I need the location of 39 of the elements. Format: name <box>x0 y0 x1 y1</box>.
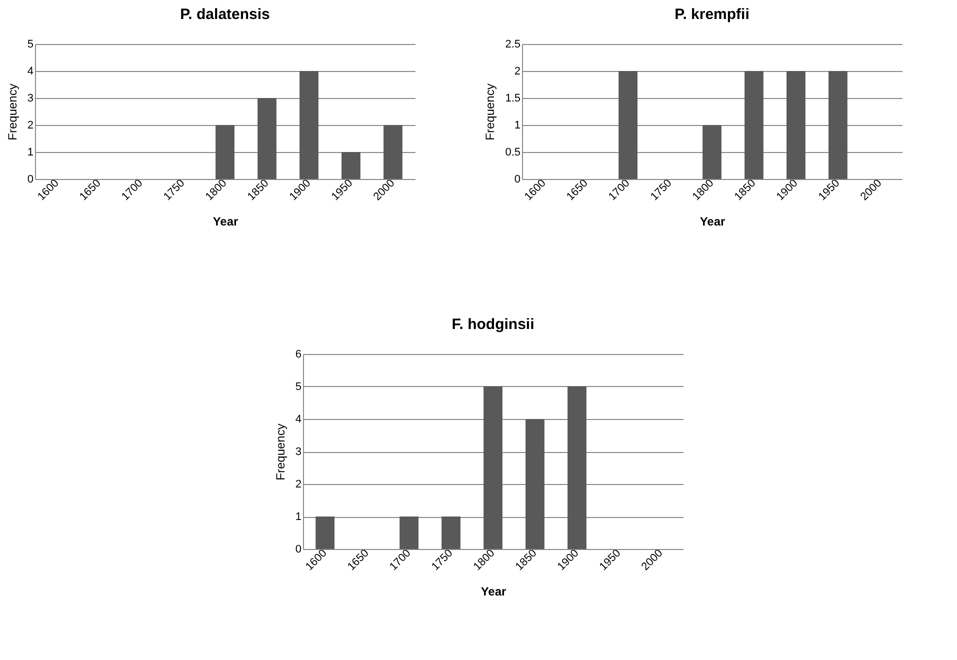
y-tick-label: 6 <box>295 348 302 360</box>
x-axis-title: Year <box>700 214 726 228</box>
y-tick-label: 5 <box>295 381 302 393</box>
y-tick-label: 2.5 <box>505 38 520 50</box>
bar <box>258 98 276 179</box>
y-axis-title: Frequency <box>483 84 498 140</box>
bar <box>342 152 360 179</box>
chart-title: F. hodginsii <box>452 316 534 333</box>
y-tick-label: 0 <box>514 174 520 186</box>
chart-title: P. dalatensis <box>180 6 270 23</box>
y-tick-label: 0.5 <box>505 146 520 158</box>
y-tick-label: 1 <box>295 511 302 523</box>
y-tick-label: 4 <box>27 66 34 78</box>
y-tick-label: 3 <box>295 446 302 458</box>
bar <box>484 386 502 549</box>
y-axis-title: Frequency <box>273 424 288 480</box>
y-tick-label: 0 <box>27 174 34 186</box>
bar <box>526 419 544 549</box>
bar <box>442 516 460 549</box>
y-tick-label: 4 <box>295 414 302 426</box>
y-tick-label: 2 <box>514 66 520 78</box>
x-axis-title: Year <box>212 214 239 228</box>
bar <box>400 516 418 549</box>
x-axis-title: Year <box>480 584 507 598</box>
y-tick-label: 1.5 <box>505 92 520 104</box>
bar <box>300 71 318 179</box>
chart-title: P. krempfii <box>674 6 750 23</box>
bar <box>216 125 234 179</box>
y-tick-label: 2 <box>27 120 34 132</box>
y-axis-title: Frequency <box>5 84 20 140</box>
bar <box>568 386 586 549</box>
y-tick-label: 1 <box>514 120 520 132</box>
y-tick-label: 0 <box>295 544 302 556</box>
bar <box>384 125 402 179</box>
y-tick-label: 1 <box>27 146 34 158</box>
y-tick-label: 5 <box>27 38 34 50</box>
bar <box>316 516 334 549</box>
y-tick-label: 2 <box>295 478 302 490</box>
y-tick-label: 3 <box>27 92 34 104</box>
